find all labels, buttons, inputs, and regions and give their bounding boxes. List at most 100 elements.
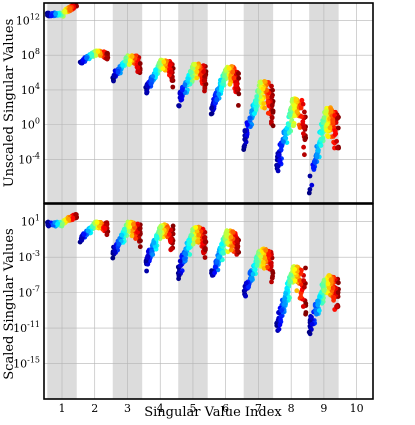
data-point [277,322,283,328]
data-point [252,111,257,117]
data-point [228,234,234,240]
data-point [299,267,304,273]
x-tick-label: 1 [59,402,66,415]
data-point [136,68,142,74]
data-point [182,256,187,261]
y-tick-label: 10-3 [18,249,40,264]
x-tick-label: 9 [320,402,327,415]
data-point [148,77,154,83]
data-point [196,232,202,238]
data-point [111,73,117,79]
data-point [303,135,309,141]
data-point [234,242,240,248]
data-point [127,58,133,63]
data-point [254,94,260,99]
cluster-5 [176,61,209,109]
data-point [202,73,208,79]
data-point [243,280,249,286]
data-point [201,235,207,241]
x-tick-label: 6 [222,402,229,415]
data-point [160,66,166,71]
data-point [209,105,215,111]
data-point [336,280,341,286]
data-point [144,90,150,96]
data-point [328,107,334,112]
data-point [325,281,331,287]
data-point [325,134,331,140]
data-point [269,94,275,100]
data-point [327,125,333,131]
data-point [167,62,173,68]
data-point [261,101,267,106]
data-point [119,232,125,238]
data-point [186,245,191,251]
data-point [137,244,143,250]
cluster-6 [209,228,242,278]
data-point [154,234,160,239]
data-point [269,83,274,89]
data-point [216,255,222,260]
data-point [104,232,110,238]
cluster-6 [208,64,242,117]
x-tick-label: 2 [91,402,98,415]
data-point [220,250,226,255]
cluster-3 [110,219,143,261]
data-point [262,79,267,84]
data-point [312,159,318,165]
plot-frame [43,2,374,204]
data-point [236,103,241,108]
data-point [332,132,338,138]
data-point [137,226,143,232]
data-point [242,128,248,134]
data-point [221,78,226,84]
data-point [195,238,201,244]
data-point [303,265,308,271]
data-point [307,187,313,192]
data-point [257,94,263,100]
data-point [190,241,196,247]
data-point [230,229,236,235]
x-axis-label: Singular Value Index [144,405,282,420]
data-point [301,125,307,130]
data-point [194,75,200,81]
data-point [292,103,297,109]
data-point [309,314,314,320]
x-tick-label: 10 [350,402,364,415]
data-point [212,264,218,270]
data-point [219,86,225,91]
cluster-8 [274,264,309,333]
data-point [157,60,163,66]
data-point [258,80,263,86]
data-point [321,277,327,283]
data-point [286,122,292,128]
data-point [148,81,154,87]
data-point [157,229,163,235]
data-point [179,87,185,93]
data-point [321,288,327,294]
data-point [182,251,188,256]
data-point [270,110,276,115]
data-point [326,273,332,278]
data-point [194,69,200,75]
cluster-2 [77,48,111,66]
data-point [292,278,298,284]
data-point [203,246,208,251]
data-point [261,259,266,265]
data-point [258,254,264,259]
data-point [253,97,259,103]
data-point [236,75,242,81]
data-point [309,182,315,188]
data-point [294,288,300,294]
cluster-8 [274,96,309,174]
y-axis-label-top: Unscaled Singular Values [2,19,17,188]
data-point [105,50,110,56]
data-point [300,304,306,309]
data-point [145,83,150,89]
data-point [110,255,116,261]
data-point [188,70,194,75]
data-point [290,123,296,128]
data-point [131,221,136,227]
data-point [120,62,126,68]
cluster-3 [110,53,143,84]
